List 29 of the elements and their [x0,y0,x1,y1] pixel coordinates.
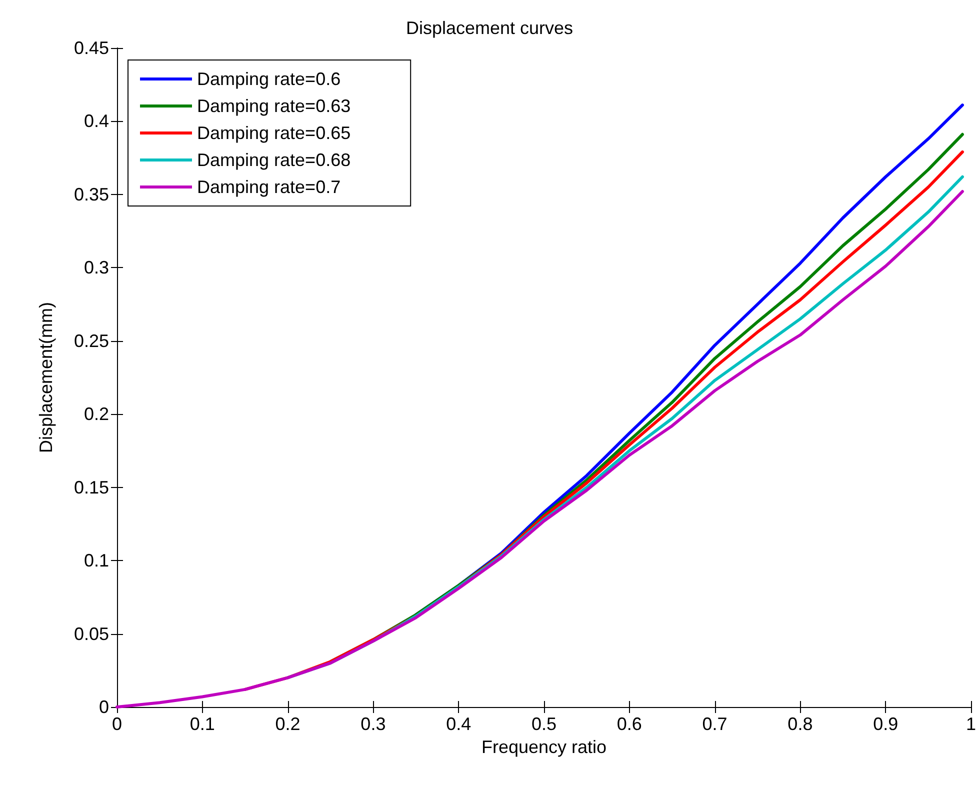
chart-title: Displacement curves [406,18,574,38]
y-tick-label: 0.45 [74,38,109,58]
legend-label: Damping rate=0.65 [197,123,351,143]
x-tick-label: 0.6 [616,714,642,734]
y-tick-label: 0.3 [84,258,109,278]
y-axis-title: Displacement(mm) [36,302,56,454]
legend-label: Damping rate=0.63 [197,96,351,116]
x-tick-label: 0.7 [702,714,728,734]
y-tick-label: 0.15 [74,477,109,498]
x-tick-label: 0.8 [788,714,813,734]
x-tick-label: 0.5 [531,714,557,734]
x-tick-label: 0.1 [190,714,215,734]
x-tick-label: 0 [112,714,122,734]
legend-label: Damping rate=0.6 [197,69,341,89]
x-tick-label: 0.9 [873,714,898,734]
y-tick-label: 0.35 [74,184,109,204]
y-tick-label: 0.05 [74,624,109,644]
legend-label: Damping rate=0.7 [197,177,341,197]
x-tick-label: 1 [966,714,976,734]
y-tick-label: 0.4 [84,111,109,132]
x-axis-title: Frequency ratio [481,736,607,757]
y-tick-label: 0.1 [84,550,109,571]
x-tick-label: 0.4 [446,714,472,734]
x-tick-label: 0.3 [360,714,386,734]
x-tick-label: 0.2 [275,714,300,734]
y-tick-label: 0.25 [74,330,109,351]
y-tick-label: 0 [98,697,109,717]
y-tick-label: 0.2 [84,404,109,424]
legend-label: Damping rate=0.68 [197,150,351,170]
